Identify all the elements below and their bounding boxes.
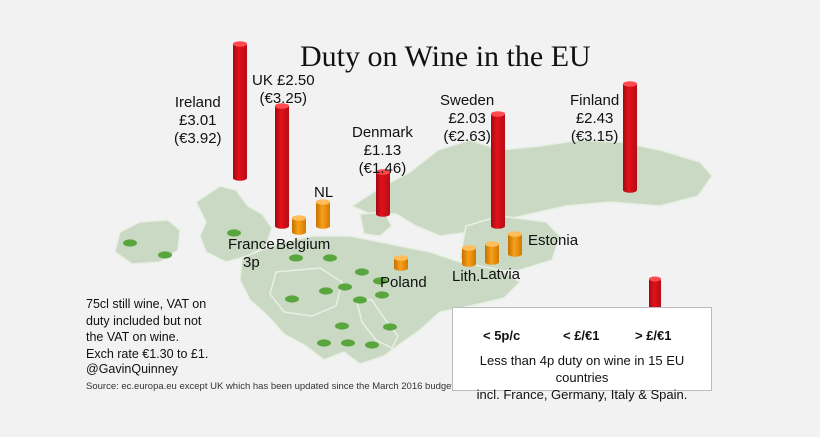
disc-low-6 (355, 268, 369, 276)
legend-summary: Less than 4p duty on wine in 15 EU count… (453, 352, 711, 403)
bar-sweden (491, 111, 505, 229)
label-poland: Poland (380, 274, 427, 291)
disc-low-12 (285, 295, 299, 303)
denmark-name: Denmark (352, 124, 413, 141)
uk-duty-eur: (€3.25) (259, 90, 308, 107)
finland-duty-eur: (€3.15) (570, 128, 619, 145)
disc-low-8 (319, 287, 333, 295)
sweden-duty-eur: (€2.63) (443, 128, 491, 145)
cyl-lithuania (462, 245, 476, 267)
disc-low-11 (375, 291, 389, 299)
disc-low-7 (338, 283, 352, 291)
disc-low-15 (383, 323, 397, 331)
note-line-2: duty included but not (86, 313, 202, 328)
iberia-land (269, 267, 343, 317)
legend-summary-line-2: incl. France, Germany, Italy & Spain. (476, 387, 688, 402)
disc-low-1 (123, 239, 137, 247)
label-denmark: Denmark £1.13 (€1.46) (352, 124, 413, 178)
continental-europe-land (239, 235, 522, 365)
ireland-name: Ireland (174, 94, 221, 111)
methodology-note: 75cl still wine, VAT on duty included bu… (86, 296, 208, 362)
note-line-4: Exch rate €1.30 to £1. (86, 346, 209, 361)
bar-uk (275, 103, 289, 229)
denmark-duty-eur: (€1.46) (358, 160, 407, 177)
legend-low-label: < 5p/c (483, 328, 521, 343)
sweden-name: Sweden (440, 92, 495, 109)
cyl-latvia (485, 241, 499, 265)
sweden-duty-gbp: £2.03 (448, 110, 486, 127)
scandinavia-land (350, 139, 713, 237)
bar-ireland (233, 41, 247, 181)
france-duty: 3p (243, 254, 260, 271)
label-belgium: Belgium (276, 236, 331, 253)
cyl-estonia (508, 231, 522, 257)
legend-mid-label: < £/€1 (563, 328, 600, 343)
note-line-1: 75cl still wine, VAT on (86, 297, 207, 311)
author-handle: @GavinQuinney (86, 362, 178, 376)
disc-low-10 (353, 296, 367, 304)
disc-low-13 (335, 322, 349, 330)
denmark-duty-gbp: £1.13 (363, 142, 402, 159)
label-latvia: Latvia (480, 266, 521, 283)
disc-low-14 (317, 339, 331, 347)
label-nl: NL (314, 184, 334, 201)
legend-high-label: > £/€1 (635, 328, 672, 343)
legend-summary-line-1: Less than 4p duty on wine in 15 EU count… (479, 353, 685, 385)
britain-land (195, 185, 273, 263)
label-finland: Finland £2.43 (€3.15) (570, 92, 619, 146)
ireland-duty-eur: (€3.92) (174, 130, 222, 147)
label-estonia: Estonia (528, 232, 579, 249)
finland-name: Finland (570, 92, 620, 109)
legend-box: < 5p/c < £/€1 > £/€1 Less than 4p duty o… (452, 307, 712, 402)
cyl-belgium (292, 215, 306, 235)
label-sweden: Sweden £2.03 (€2.63) (440, 92, 494, 146)
france-name: France (228, 236, 275, 253)
disc-low-9 (373, 277, 387, 285)
label-lithuania: Lith. (452, 268, 481, 285)
disc-low-3 (227, 229, 241, 237)
finland-duty-gbp: £2.43 (575, 110, 614, 127)
bar-finland (623, 81, 637, 193)
uk-name-duty: UK £2.50 (252, 72, 315, 89)
bar-denmark (376, 169, 390, 217)
cyl-nl (316, 199, 330, 229)
ireland-duty-gbp: £3.01 (178, 112, 217, 129)
label-uk: UK £2.50 (€3.25) (252, 72, 315, 108)
disc-low-5 (323, 254, 337, 262)
note-line-3: the VAT on wine. (86, 330, 180, 344)
disc-low-17 (365, 341, 379, 349)
label-ireland: Ireland £3.01 (€3.92) (174, 94, 222, 148)
disc-low-2 (158, 251, 172, 259)
label-france: France 3p (228, 236, 275, 272)
disc-low-4 (289, 254, 303, 262)
disc-low-16 (341, 339, 355, 347)
map-title: Duty on Wine in the EU (300, 40, 591, 73)
cyl-ireland-alt-poland (394, 255, 408, 271)
source-note: Source: ec.europa.eu except UK which has… (86, 381, 455, 392)
italy-land (355, 297, 399, 350)
